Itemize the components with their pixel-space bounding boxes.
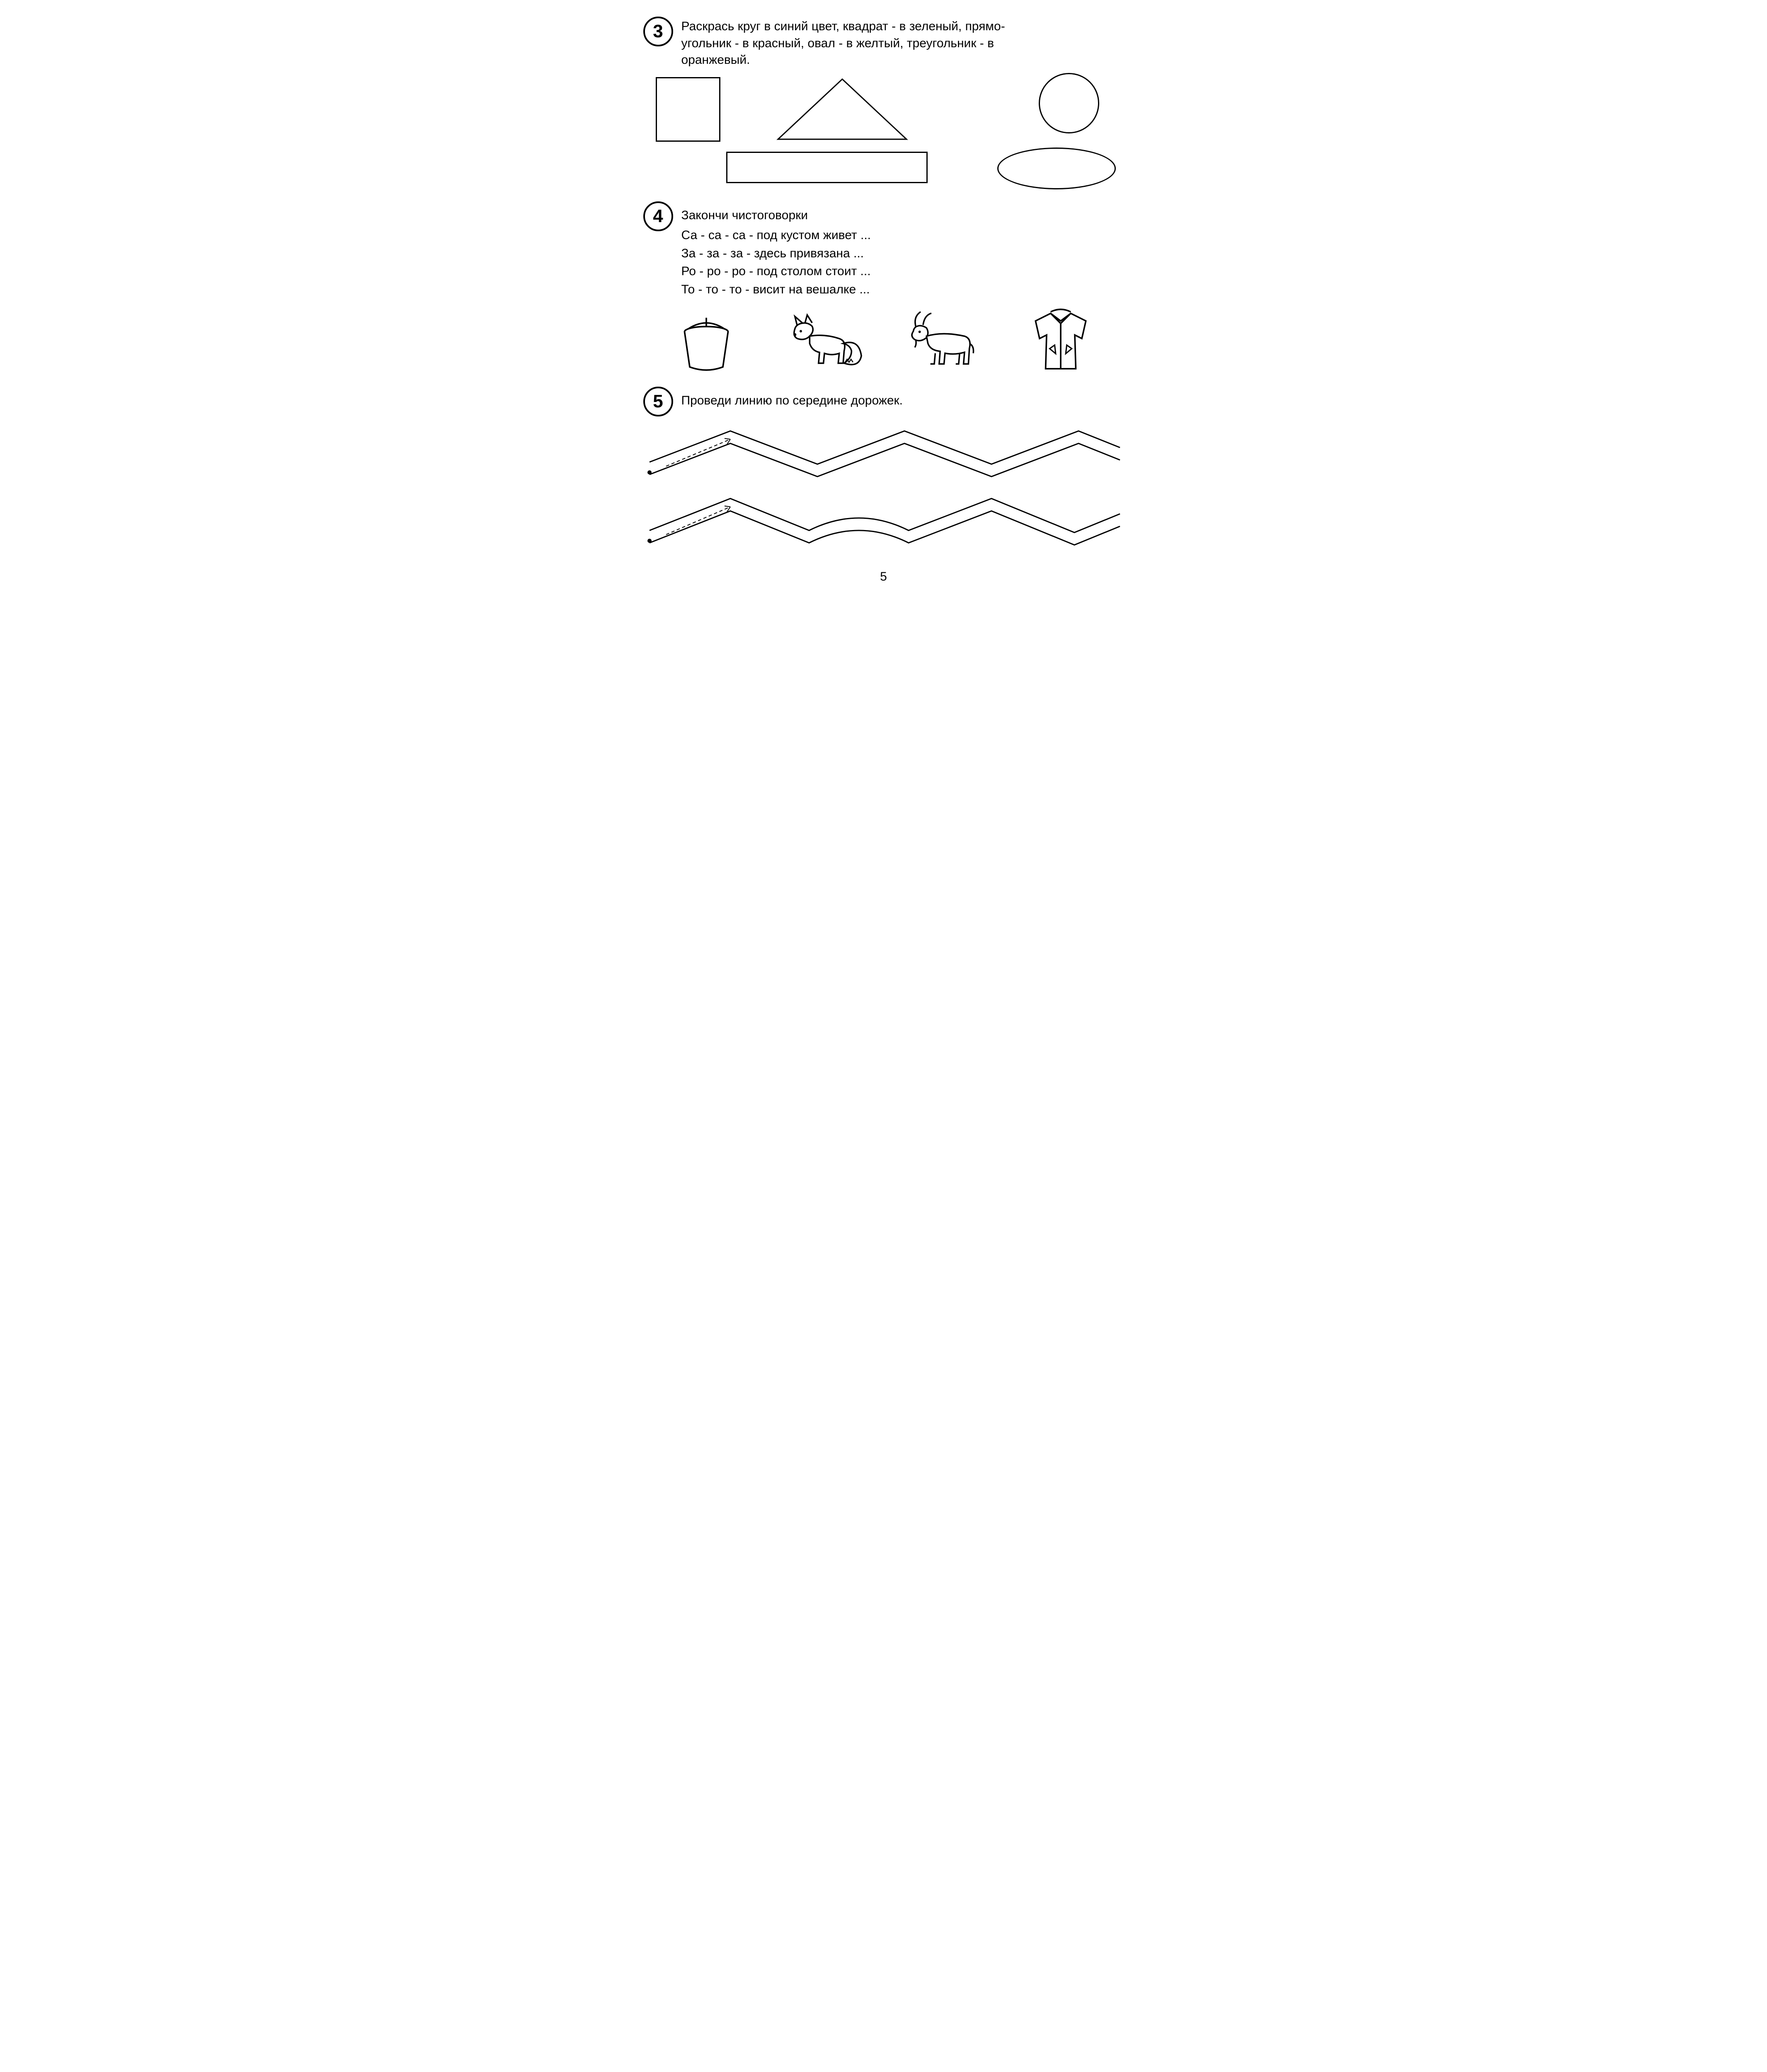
task-4-title: Закончи чистоговорки (681, 201, 871, 224)
task-3-instruction: Раскрась круг в синий цвет, квадрат - в … (681, 17, 1005, 69)
ellipse-shape[interactable] (997, 148, 1116, 189)
task-number-badge: 3 (643, 17, 673, 46)
task-5-instruction: Проведи линию по середине дорожек. (681, 387, 903, 409)
square-shape[interactable] (656, 77, 720, 142)
task-5: 5 Проведи линию по середине дорожек. (643, 387, 1124, 416)
tongue-twister-lines: Са - са - са - под кустом живет ... За -… (681, 226, 871, 298)
task-number-badge: 5 (643, 387, 673, 416)
bucket-icon (665, 306, 748, 376)
rectangle-shape[interactable] (726, 152, 928, 183)
task-number-badge: 4 (643, 201, 673, 231)
line-3: Ро - ро - ро - под столом стоит ... (681, 262, 871, 281)
line-2: За - за - за - здесь привязана ... (681, 244, 871, 263)
page-number: 5 (643, 570, 1124, 584)
circle-shape[interactable] (1039, 73, 1099, 133)
triangle-shape[interactable] (776, 77, 909, 143)
task-3: 3 Раскрась круг в синий цвет, квадрат - … (643, 17, 1124, 69)
line-1: Са - са - са - под кустом живет ... (681, 226, 871, 244)
coat-icon (1019, 306, 1102, 376)
track-2[interactable] (647, 499, 1120, 545)
tracing-tracks[interactable] (643, 425, 1124, 559)
shapes-area (643, 73, 1124, 189)
track-1[interactable] (647, 431, 1120, 477)
line-4: То - то - то - висит на вешалке ... (681, 281, 871, 299)
task-4: 4 Закончи чистоговорки Са - са - са - по… (643, 201, 1124, 299)
goat-icon (901, 306, 984, 376)
fox-icon (783, 306, 866, 376)
pictures-row (647, 306, 1120, 376)
worksheet-page: 3 Раскрась круг в синий цвет, квадрат - … (627, 0, 1141, 592)
